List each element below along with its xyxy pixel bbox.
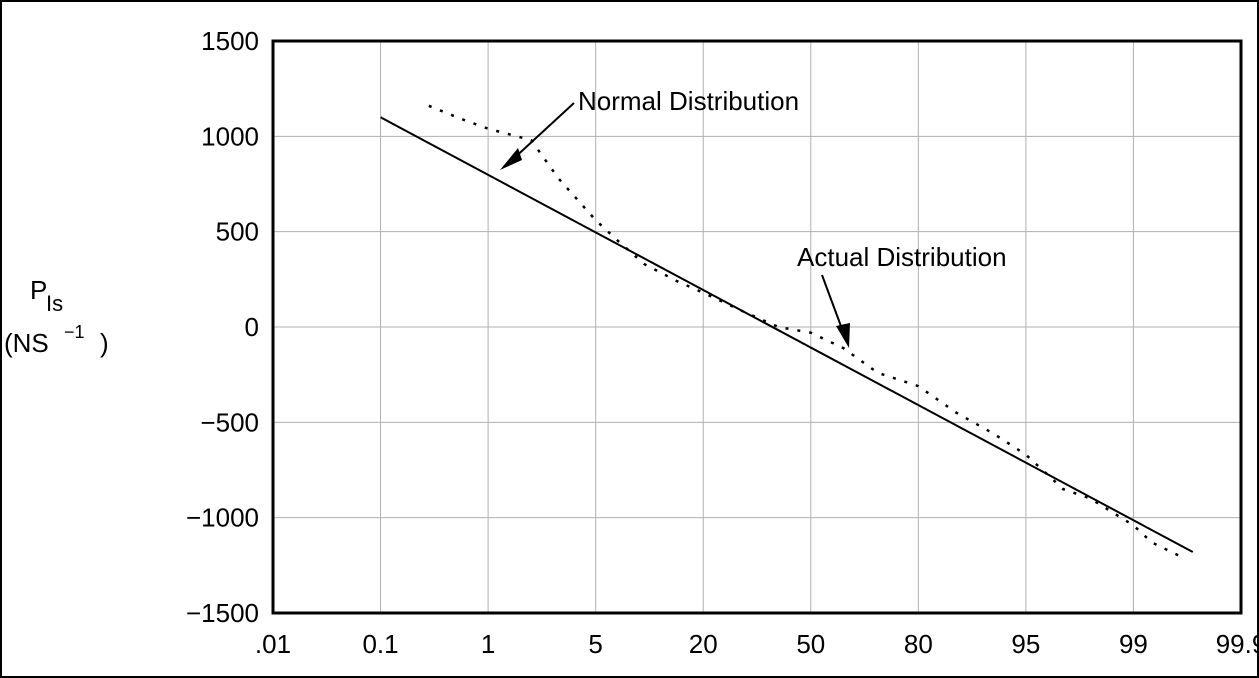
annotation-normal: Normal Distribution <box>500 86 799 170</box>
annotation-normal-arrowhead <box>500 148 522 170</box>
x-tick-label: 50 <box>796 629 825 659</box>
y-axis-unit-prefix: (NS <box>4 328 49 358</box>
plot-area-border <box>271 39 1243 615</box>
y-tick-label: −1500 <box>186 598 259 628</box>
x-tick-label: 0.1 <box>362 629 398 659</box>
x-tick-label: 99 <box>1119 629 1148 659</box>
y-tick-label: −1000 <box>186 503 259 533</box>
y-tick-label: 1000 <box>201 121 259 151</box>
x-tick-label: 20 <box>689 629 718 659</box>
annotation-actual-text: Actual Distribution <box>797 242 1007 272</box>
series-layer <box>380 104 1194 557</box>
x-tick-label: 95 <box>1011 629 1040 659</box>
y-tick-labels: 1500 1000 500 0 −500 −1000 −1500 <box>186 26 259 628</box>
y-axis-unit-exponent: −1 <box>64 322 85 342</box>
x-tick-label: 1 <box>481 629 495 659</box>
annotation-normal-text: Normal Distribution <box>578 86 799 116</box>
y-tick-label: 1500 <box>201 26 259 56</box>
y-tick-label: 500 <box>216 217 259 247</box>
grid <box>273 41 1241 613</box>
actual-distribution-line <box>428 104 1180 557</box>
y-tick-label: −500 <box>200 407 259 437</box>
x-tick-label: 5 <box>588 629 602 659</box>
y-axis-subscript: Is <box>46 291 63 316</box>
y-tick-label: 0 <box>245 312 259 342</box>
y-axis-symbol: P <box>30 275 47 305</box>
x-tick-label: .01 <box>255 629 291 659</box>
x-tick-labels: .01 0.1 1 5 20 50 80 95 99 99.9 <box>255 629 1259 659</box>
x-tick-label: 80 <box>904 629 933 659</box>
annotation-actual-arrowhead <box>836 323 850 348</box>
annotation-actual: Actual Distribution <box>797 242 1007 348</box>
y-axis-unit-suffix: ) <box>100 328 109 358</box>
y-axis-label: P Is (NS −1 ) <box>4 275 109 358</box>
annotation-normal-arrow-line <box>510 102 575 162</box>
x-tick-label: 99.9 <box>1216 629 1259 659</box>
normal-distribution-line <box>380 116 1194 553</box>
